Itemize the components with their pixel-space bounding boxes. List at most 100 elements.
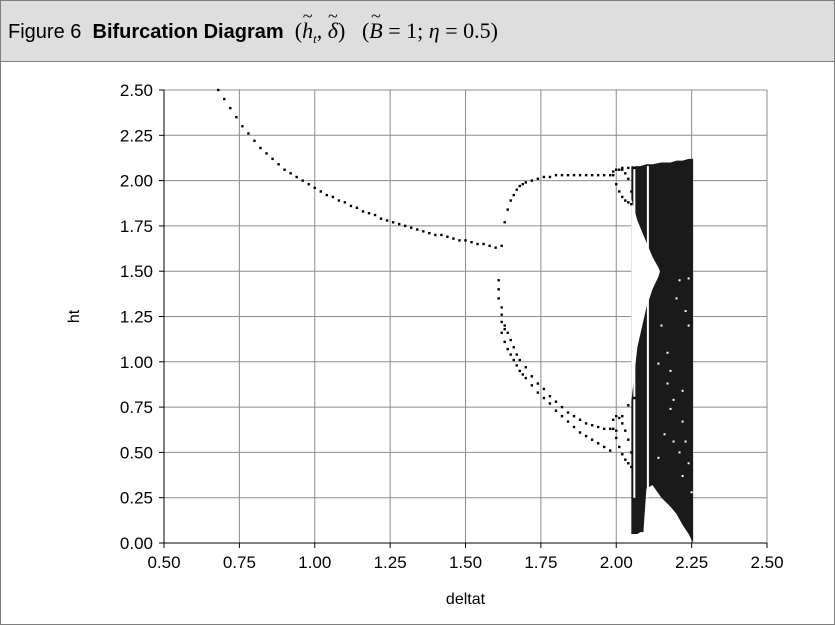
data-point [633, 396, 636, 400]
white-speck [684, 440, 687, 443]
data-point [241, 125, 244, 128]
data-point [446, 235, 449, 238]
data-point [554, 173, 558, 177]
y-tick-label: 1.75 [120, 217, 153, 236]
data-point [464, 239, 467, 242]
data-point [503, 324, 506, 327]
data-point [500, 320, 503, 324]
data-point [560, 405, 564, 409]
x-tick-label: 2.00 [600, 553, 633, 572]
data-point [596, 425, 600, 429]
data-point [416, 228, 419, 231]
white-speck [684, 310, 687, 313]
data-point [500, 331, 503, 335]
white-speck [687, 462, 690, 465]
white-speck [681, 420, 684, 423]
data-point [515, 353, 518, 356]
data-point [624, 458, 627, 461]
data-point [319, 190, 322, 193]
data-point [612, 173, 615, 177]
y-tick-label: 0.00 [120, 534, 153, 553]
data-point [618, 445, 621, 449]
data-point [512, 193, 515, 197]
var-h-subscript: t [313, 31, 317, 47]
data-point [615, 168, 618, 171]
axes [159, 89, 768, 548]
data-point [509, 353, 512, 356]
data-point [494, 246, 497, 249]
data-point [612, 427, 615, 431]
data-point [602, 173, 606, 177]
data-point [560, 414, 564, 418]
y-tick-label: 0.50 [120, 443, 153, 462]
tilde-mark: ~ [327, 6, 338, 26]
data-point [615, 414, 618, 418]
data-point [615, 183, 618, 186]
white-speck [663, 433, 666, 436]
data-point [217, 88, 220, 92]
data-point [458, 239, 461, 242]
y-tick-label: 1.50 [120, 262, 153, 281]
data-point [627, 462, 630, 465]
data-point [536, 391, 540, 394]
data-point [572, 414, 576, 418]
data-point [630, 202, 633, 206]
data-point [624, 172, 627, 175]
white-speck [666, 351, 669, 354]
data-point [271, 157, 274, 161]
data-point [609, 449, 612, 452]
white-speck [657, 362, 660, 365]
figure-label: Figure 6 [8, 21, 82, 43]
data-point [497, 288, 500, 291]
data-point [524, 376, 527, 380]
data-point [621, 453, 624, 456]
data-point [509, 199, 512, 202]
data-point [624, 429, 627, 432]
data-point [253, 139, 256, 142]
data-point [590, 173, 594, 177]
x-tick-label: 2.25 [675, 553, 708, 572]
data-point [515, 188, 518, 191]
data-point [488, 244, 491, 248]
data-point [503, 327, 506, 331]
data-point [612, 170, 615, 173]
data-point [247, 132, 250, 135]
y-tick-label: 0.25 [120, 489, 153, 508]
data-point [566, 411, 570, 414]
bifurcation-chart: 0.50 0.75 1.00 1.25 1.50 1.75 2.00 2.25 2.50 0.0… [66, 81, 784, 608]
data-point [509, 338, 512, 342]
data-point [530, 179, 534, 182]
data-point [578, 431, 582, 434]
data-point [506, 208, 509, 211]
data-point [379, 217, 383, 220]
data-point [503, 221, 506, 224]
chaotic-region [631, 158, 694, 543]
white-speck [672, 440, 675, 443]
var-delta: δ [327, 18, 338, 43]
data-point [578, 418, 582, 421]
data-point [355, 206, 359, 209]
white-speck [681, 389, 684, 392]
data-point [373, 213, 377, 217]
data-point [590, 424, 594, 427]
data-point [530, 384, 534, 387]
y-axis-label: ht [66, 309, 83, 323]
data-point [518, 358, 521, 362]
data-point [609, 427, 612, 431]
data-point [422, 230, 425, 233]
data-point [536, 177, 540, 180]
data-point [633, 166, 636, 170]
white-speck [666, 382, 669, 385]
chaotic-band [631, 158, 694, 543]
data-point [367, 212, 371, 215]
white-speck [657, 456, 660, 459]
y-tick-label: 2.00 [120, 172, 153, 191]
white-speck [690, 491, 693, 494]
data-points [217, 88, 636, 469]
y-tick-labels: 0.00 0.25 0.50 0.75 1.00 1.25 1.50 1.75 2.00 2.25… [120, 81, 153, 553]
data-point [385, 219, 389, 222]
data-point [621, 168, 624, 171]
data-point [524, 366, 527, 369]
data-point [313, 186, 316, 190]
data-point [566, 173, 570, 177]
